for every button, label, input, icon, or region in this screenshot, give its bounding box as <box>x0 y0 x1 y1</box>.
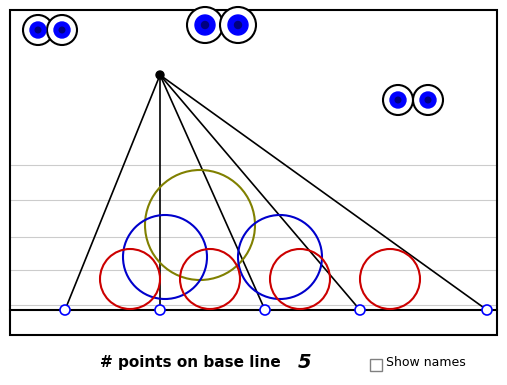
Circle shape <box>482 305 492 315</box>
Circle shape <box>59 27 65 33</box>
Circle shape <box>395 97 401 103</box>
Text: # points on base line: # points on base line <box>99 355 280 370</box>
Circle shape <box>47 15 77 45</box>
Circle shape <box>187 7 223 43</box>
Circle shape <box>155 305 165 315</box>
Circle shape <box>35 27 41 33</box>
Circle shape <box>235 22 241 28</box>
Circle shape <box>383 85 413 115</box>
Circle shape <box>425 97 431 103</box>
Circle shape <box>54 22 70 38</box>
Circle shape <box>30 22 46 38</box>
Circle shape <box>220 7 256 43</box>
Text: 5: 5 <box>298 353 312 373</box>
Bar <box>370 359 382 371</box>
Circle shape <box>23 15 53 45</box>
Circle shape <box>390 92 406 108</box>
Circle shape <box>260 305 270 315</box>
Circle shape <box>420 92 436 108</box>
Circle shape <box>60 305 70 315</box>
Text: Show names: Show names <box>386 357 466 370</box>
Circle shape <box>228 15 248 35</box>
Circle shape <box>413 85 443 115</box>
Circle shape <box>355 305 365 315</box>
Circle shape <box>201 22 208 28</box>
Circle shape <box>195 15 215 35</box>
Circle shape <box>156 71 164 79</box>
